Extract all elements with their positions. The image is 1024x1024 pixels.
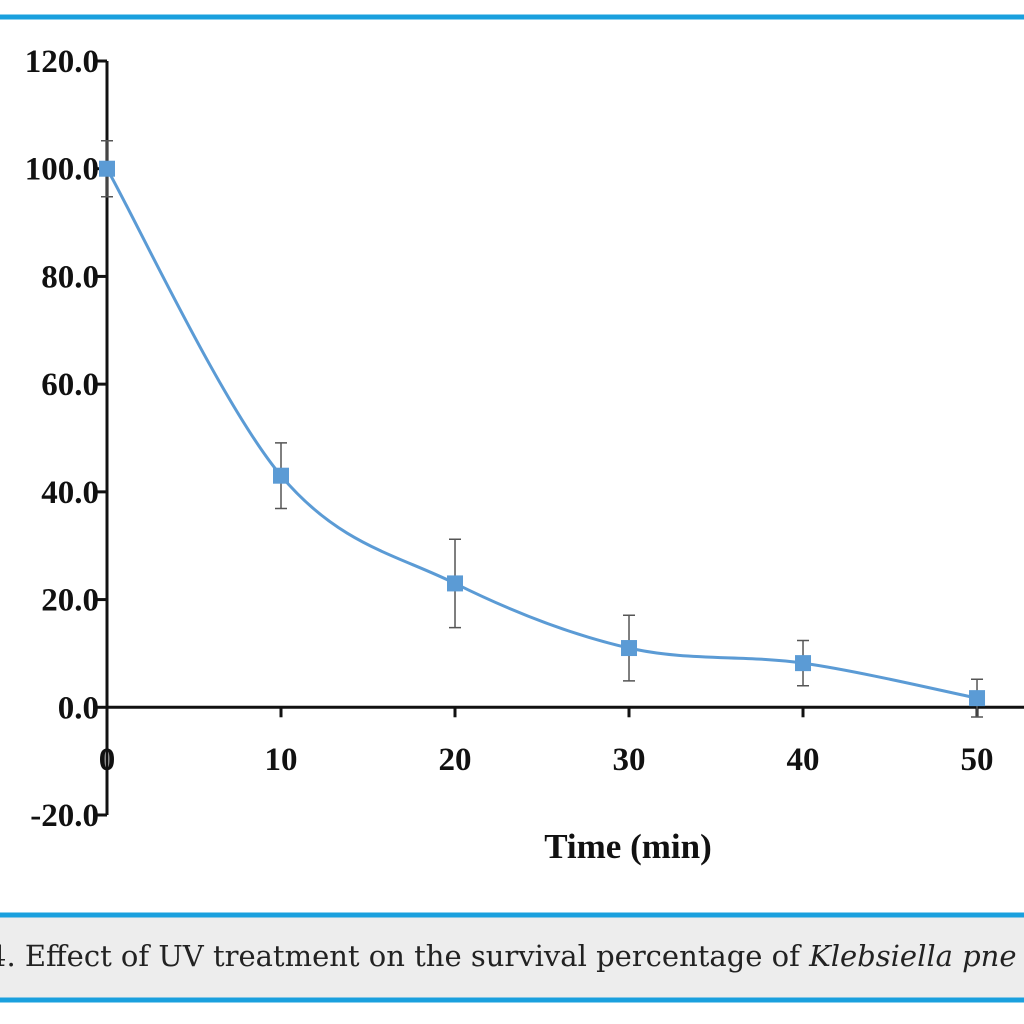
caption-text: 4. Effect of UV treatment on the surviva… — [0, 939, 802, 973]
y-tick-label: 0.0 — [58, 690, 99, 726]
point — [447, 575, 464, 592]
x-tick-label: 0 — [99, 742, 116, 778]
y-tick-label: 60.0 — [41, 367, 99, 403]
x-axis-title: Time (min) — [544, 827, 712, 866]
x-tick-label: 30 — [613, 742, 646, 778]
x-tick-label: 50 — [961, 742, 994, 778]
x-tick-label: 10 — [265, 742, 298, 778]
y-tick-label: -20.0 — [30, 798, 99, 834]
caption-italic: Klebsiella pne — [808, 939, 1016, 973]
y-tick-label: 20.0 — [41, 583, 99, 619]
y-tick-label: 80.0 — [41, 259, 99, 295]
y-tick-label: 120.0 — [25, 44, 99, 80]
y-tick-label: 40.0 — [41, 475, 99, 511]
point — [273, 467, 290, 484]
point — [795, 655, 812, 672]
point — [621, 640, 638, 657]
caption: 4. Effect of UV treatment on the surviva… — [0, 939, 1017, 973]
series-line — [105, 167, 978, 700]
y-tick-label: 100.0 — [25, 152, 99, 188]
x-tick-label: 40 — [787, 742, 820, 778]
point — [969, 690, 986, 707]
caption-band — [0, 915, 1024, 1000]
point — [99, 160, 115, 177]
x-tick-label: 20 — [439, 742, 472, 778]
